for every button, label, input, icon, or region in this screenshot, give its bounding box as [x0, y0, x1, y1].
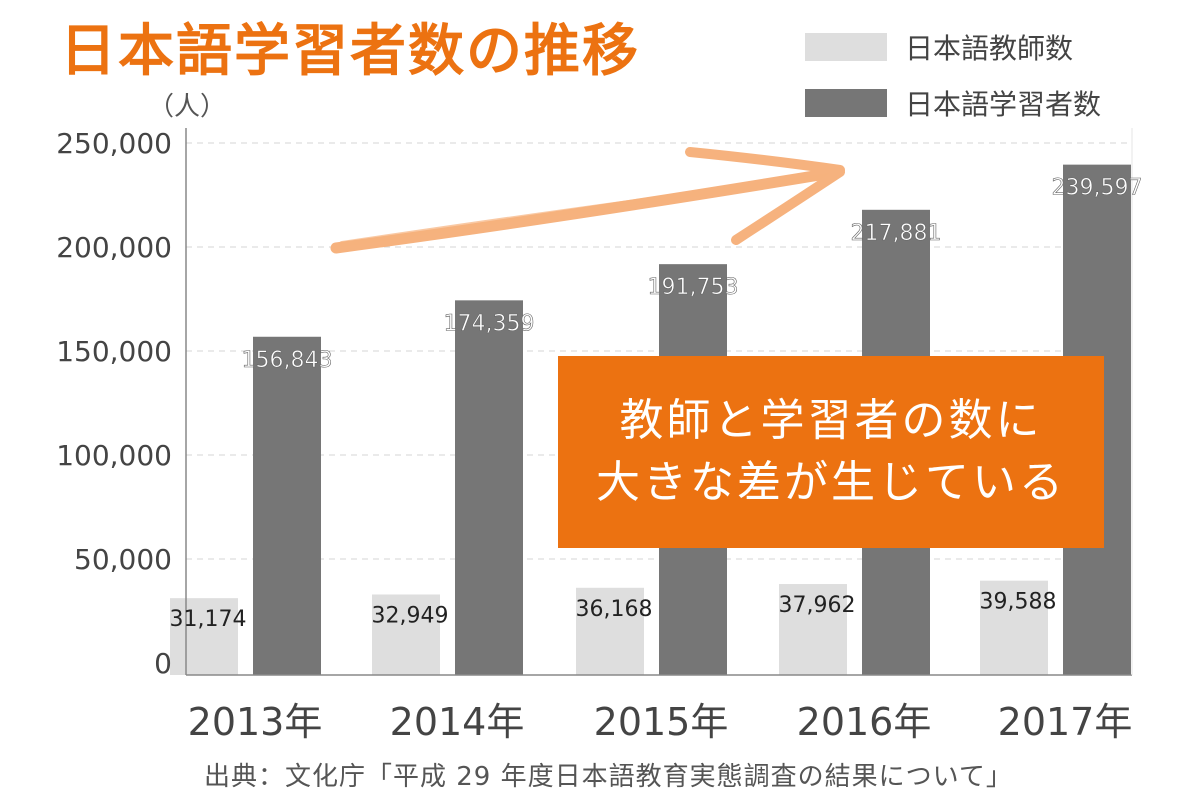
- label-layer: 31,174 156,843 32,949 174,359 36,168 191,753 3…: [170, 175, 1143, 632]
- x-tick-label: 2015年: [594, 700, 729, 744]
- legend-item-learners: 日本語学習者数: [805, 83, 1101, 123]
- arrow-head-lower: [731, 167, 845, 245]
- x-tick-label: 2013年: [188, 700, 323, 744]
- source-citation: 出典：文化庁「平成 29 年度日本語教育実態調査の結果について」: [204, 762, 1013, 792]
- y-axis-unit-label: （人）: [148, 92, 227, 122]
- x-tick-label: 2014年: [390, 700, 525, 744]
- bar-teachers: [576, 587, 644, 675]
- legend-label-learners: 日本語学習者数: [905, 88, 1102, 121]
- bar-teachers: [779, 584, 847, 675]
- legend-swatch-teachers: [805, 33, 887, 61]
- trend-arrow: [330, 147, 845, 254]
- legend-item-teachers: 日本語教師数: [805, 27, 1073, 67]
- data-label-learners: 239,597: [1052, 176, 1143, 201]
- arrow-shaft-stroke: [339, 173, 833, 247]
- data-label-teachers: 31,174: [170, 607, 247, 632]
- bar-learners: [455, 300, 523, 675]
- y-tick-label: 0: [154, 647, 172, 680]
- y-tick-label: 50,000: [74, 543, 172, 576]
- data-label-teachers: 39,588: [980, 590, 1057, 615]
- bar-teachers: [372, 594, 440, 675]
- data-label-learners: 156,843: [242, 348, 333, 373]
- legend-swatch-learners: [805, 89, 887, 117]
- bar-learners: [253, 336, 321, 675]
- data-label-teachers: 37,962: [779, 593, 856, 618]
- data-label-learners: 191,753: [648, 275, 739, 300]
- axis-layer: 0 50,000 100,000 150,000 200,000 250,000 2013年…: [56, 127, 1133, 744]
- y-tick-label: 150,000: [56, 335, 172, 368]
- data-label-learners: 217,881: [851, 221, 942, 246]
- data-label-learners: 174,359: [444, 311, 535, 336]
- legend-label-teachers: 日本語教師数: [905, 32, 1074, 65]
- data-label-teachers: 36,168: [576, 597, 653, 622]
- arrow-head-upper: [685, 147, 845, 175]
- chart-title: 日本語学習者数の推移: [60, 19, 640, 84]
- bar-teachers: [170, 598, 238, 675]
- callout-line-2: 大きな差が生じている: [596, 457, 1066, 508]
- y-tick-label: 250,000: [56, 127, 172, 160]
- data-label-teachers: 32,949: [372, 603, 449, 628]
- callout-line-1: 教師と学習者の数に: [619, 395, 1043, 446]
- x-tick-label: 2016年: [797, 700, 932, 744]
- callout-box: 教師と学習者の数に 大きな差が生じている: [558, 356, 1104, 548]
- bar-teachers: [980, 580, 1048, 675]
- y-tick-label: 100,000: [56, 439, 172, 472]
- y-tick-label: 200,000: [56, 231, 172, 264]
- bar-layer: [170, 164, 1131, 675]
- x-tick-label: 2017年: [998, 700, 1133, 744]
